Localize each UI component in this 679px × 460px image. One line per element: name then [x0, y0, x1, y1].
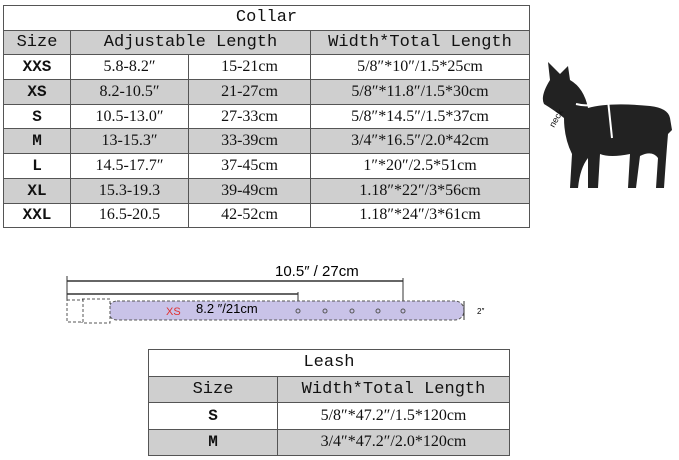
inch-cell: 5.8-8.2″	[70, 54, 189, 81]
cm-cell: 37-45cm	[188, 153, 311, 179]
size-cell: XS	[3, 79, 71, 105]
inch-cell: 15.3-19.3	[70, 177, 189, 204]
width-cell: 3/4″*16.5″/2.0*42cm	[310, 128, 530, 155]
inch-cell: 16.5-20.5	[70, 202, 189, 229]
inch-cell: 10.5-13.0″	[70, 103, 189, 130]
width-cell: 5/8″*11.8″/1.5*30cm	[310, 79, 530, 105]
inch-cell: 8.2-10.5″	[70, 79, 189, 105]
table-row: XL 15.3-19.3 39-49cm 1.18″*22″/3*56cm	[3, 177, 530, 204]
total-length-label: 10.5″ / 27cm	[275, 263, 359, 280]
width-label: 2″	[477, 307, 484, 316]
header-width-total: Width*Total Length	[277, 375, 510, 403]
leash-table: Leash Size Width*Total Length S 5/8″*47.2″…	[148, 349, 510, 456]
inch-cell: 14.5-17.7″	[70, 153, 189, 179]
leash-title: Leash	[148, 349, 510, 377]
collar-table: Collar Size Adjustable Length Width*Total …	[3, 5, 530, 229]
width-cell: 1.18″*24″/3*61cm	[310, 202, 530, 229]
table-row: XXL 16.5-20.5 42-52cm 1.18″*24″/3*61cm	[3, 202, 530, 229]
inch-cell: 13-15.3″	[70, 128, 189, 155]
size-cell: XXS	[3, 54, 71, 81]
header-size: Size	[148, 375, 278, 403]
table-row: M 13-15.3″ 33-39cm 3/4″*16.5″/2.0*42cm	[3, 128, 530, 155]
table-row: XXS 5.8-8.2″ 15-21cm 5/8″*10″/1.5*25cm	[3, 54, 530, 81]
buckle-icon	[66, 299, 84, 323]
cm-cell: 33-39cm	[188, 128, 311, 155]
width-cell: 1.18″*22″/3*56cm	[310, 177, 530, 204]
size-label: XS	[166, 306, 181, 318]
size-cell: S	[148, 402, 278, 430]
width-cell: 5/8″*47.2″/1.5*120cm	[277, 402, 510, 430]
header-width-total: Width*Total Length	[310, 29, 530, 56]
dog-silhouette-icon: neck	[542, 62, 672, 188]
cm-cell: 21-27cm	[188, 79, 311, 105]
width-cell: 5/8″*10″/1.5*25cm	[310, 54, 530, 81]
width-cell: 3/4″*47.2″/2.0*120cm	[277, 428, 510, 456]
cm-cell: 15-21cm	[188, 54, 311, 81]
collar-holes	[295, 308, 406, 314]
table-row: S 10.5-13.0″ 27-33cm 5/8″*14.5″/1.5*37cm	[3, 103, 530, 130]
table-row: M 3/4″*47.2″/2.0*120cm	[148, 428, 510, 456]
collar-band	[107, 300, 465, 321]
size-cell: S	[3, 103, 71, 130]
collar-title: Collar	[3, 5, 530, 31]
size-cell: M	[148, 428, 278, 456]
size-cell: XXL	[3, 202, 71, 229]
cm-cell: 27-33cm	[188, 103, 311, 130]
size-cell: XL	[3, 177, 71, 204]
collar-diagram: 10.5″ / 27cm XS 8.2 ″/21cm 2″	[66, 263, 484, 324]
table-row: XS 8.2-10.5″ 21-27cm 5/8″*11.8″/1.5*30cm	[3, 79, 530, 105]
min-length-label: 8.2 ″/21cm	[196, 301, 258, 316]
table-row: S 5/8″*47.2″/1.5*120cm	[148, 402, 510, 430]
